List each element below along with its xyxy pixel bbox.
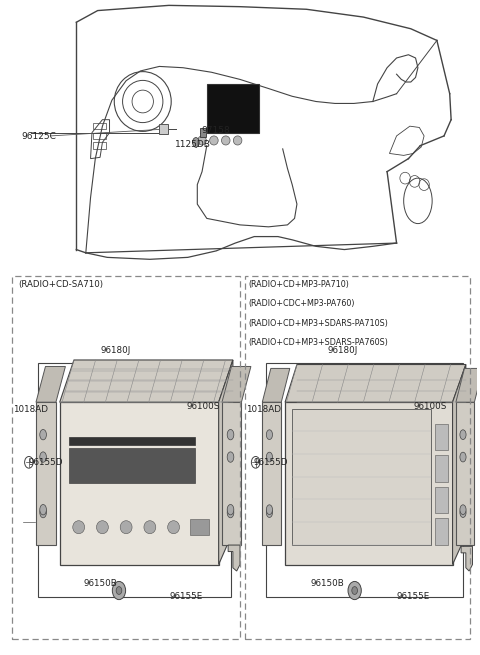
Text: 1125DB: 1125DB	[175, 140, 211, 149]
Text: (RADIO+CD+MP3-PA710): (RADIO+CD+MP3-PA710)	[249, 280, 349, 289]
Ellipse shape	[348, 582, 361, 599]
Polygon shape	[453, 365, 466, 565]
Ellipse shape	[266, 430, 273, 440]
Bar	[245, 276, 470, 639]
Bar	[285, 402, 453, 565]
Polygon shape	[36, 366, 65, 402]
Text: 97158: 97158	[201, 126, 230, 135]
Text: (RADIO+CD+MP3+SDARS-PA760S): (RADIO+CD+MP3+SDARS-PA760S)	[249, 338, 388, 347]
Bar	[36, 402, 56, 545]
Ellipse shape	[227, 504, 234, 515]
Bar	[207, 84, 259, 133]
Polygon shape	[285, 365, 466, 402]
Ellipse shape	[144, 521, 156, 534]
Text: 1018AD: 1018AD	[246, 405, 281, 414]
Bar	[12, 276, 240, 639]
Polygon shape	[222, 366, 251, 402]
Polygon shape	[461, 546, 472, 571]
Ellipse shape	[40, 452, 47, 462]
Bar	[60, 402, 219, 565]
Bar	[292, 409, 431, 545]
Ellipse shape	[227, 430, 234, 440]
Text: 96180J: 96180J	[100, 346, 130, 356]
Ellipse shape	[460, 508, 466, 517]
Bar	[69, 448, 195, 483]
Text: (RADIO+CDC+MP3-PA760): (RADIO+CDC+MP3-PA760)	[249, 299, 355, 308]
Ellipse shape	[112, 582, 126, 599]
Text: 96155D: 96155D	[29, 458, 63, 467]
Ellipse shape	[198, 136, 206, 145]
Ellipse shape	[96, 521, 108, 534]
Text: 96155E: 96155E	[396, 592, 430, 601]
Ellipse shape	[221, 136, 230, 145]
Bar	[262, 402, 281, 545]
Bar	[456, 402, 474, 545]
Ellipse shape	[233, 136, 242, 145]
Text: 96125C: 96125C	[22, 132, 57, 141]
Bar	[434, 487, 448, 513]
Ellipse shape	[352, 587, 358, 595]
Ellipse shape	[40, 504, 47, 515]
Bar	[93, 133, 106, 139]
Text: (RADIO+CD+MP3+SDARS-PA710S): (RADIO+CD+MP3+SDARS-PA710S)	[249, 318, 388, 328]
Text: 96150B: 96150B	[84, 579, 117, 588]
Ellipse shape	[460, 452, 466, 462]
Text: (RADIO+CD-SA710): (RADIO+CD-SA710)	[18, 280, 103, 289]
Ellipse shape	[168, 521, 180, 534]
Ellipse shape	[460, 505, 466, 515]
Ellipse shape	[266, 452, 273, 462]
Bar	[266, 364, 463, 597]
Bar	[222, 402, 241, 545]
Bar	[190, 519, 209, 535]
Bar	[434, 455, 448, 481]
Ellipse shape	[227, 508, 234, 518]
Text: 1018AD: 1018AD	[13, 405, 48, 414]
Text: 96150B: 96150B	[310, 579, 344, 588]
Ellipse shape	[210, 136, 218, 145]
Polygon shape	[262, 368, 290, 402]
Bar	[93, 123, 106, 130]
Ellipse shape	[460, 430, 466, 440]
Bar	[38, 364, 230, 597]
Ellipse shape	[266, 505, 273, 515]
Bar	[434, 424, 448, 450]
Text: 96155D: 96155D	[253, 458, 288, 467]
Bar	[200, 128, 206, 137]
Bar	[69, 437, 195, 445]
Bar	[159, 124, 168, 134]
Text: 96155E: 96155E	[170, 592, 203, 601]
Bar	[93, 142, 106, 149]
Polygon shape	[219, 360, 233, 565]
Polygon shape	[228, 545, 240, 571]
Ellipse shape	[40, 430, 47, 440]
Bar	[434, 519, 448, 545]
Ellipse shape	[40, 508, 47, 518]
Ellipse shape	[192, 138, 199, 147]
Polygon shape	[456, 368, 480, 402]
Text: 96100S: 96100S	[187, 402, 220, 411]
Ellipse shape	[120, 521, 132, 534]
Ellipse shape	[227, 452, 234, 462]
Text: 96180J: 96180J	[328, 346, 358, 356]
Ellipse shape	[266, 508, 273, 517]
Ellipse shape	[116, 587, 122, 595]
Text: 96100S: 96100S	[413, 402, 446, 411]
Ellipse shape	[73, 521, 84, 534]
Polygon shape	[60, 360, 233, 402]
